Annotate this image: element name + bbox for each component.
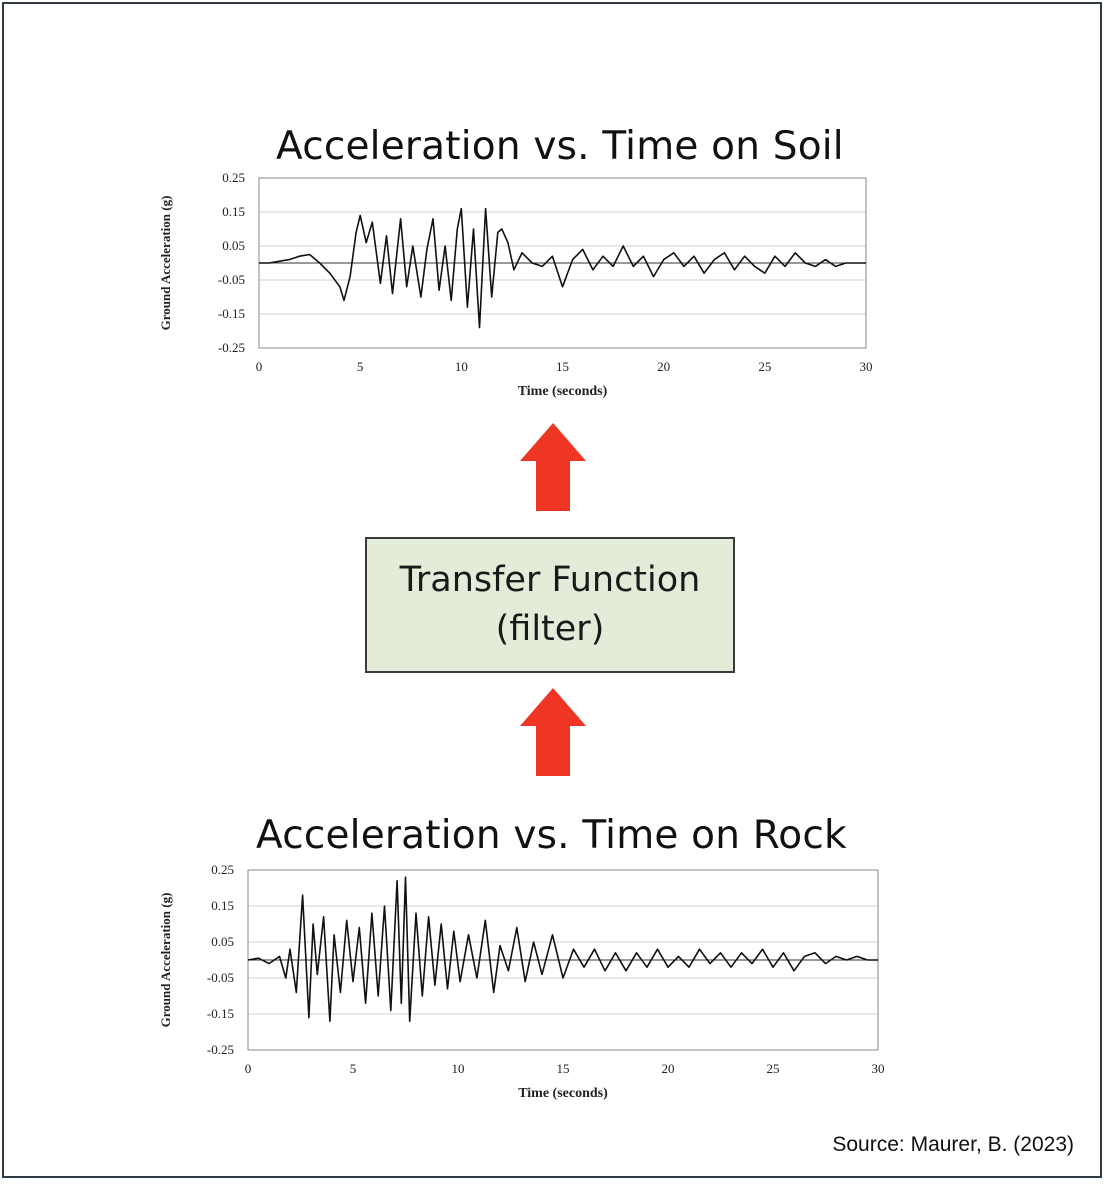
x-tick-label: 5 <box>357 359 364 374</box>
x-tick-label: 15 <box>557 1061 570 1076</box>
arrow-up-bottom-icon <box>520 688 586 776</box>
x-axis-label: Time (seconds) <box>518 384 608 399</box>
filter-label: (filter) <box>495 609 605 649</box>
x-tick-label: 15 <box>556 359 569 374</box>
y-tick-label: -0.25 <box>218 340 245 355</box>
x-tick-label: 30 <box>872 1061 885 1076</box>
x-tick-label: 25 <box>767 1061 780 1076</box>
series-line <box>259 207 866 329</box>
y-tick-label: 0.15 <box>222 204 245 219</box>
source-citation: Source: Maurer, B. (2023) <box>832 1133 1074 1156</box>
series-line <box>247 876 878 1022</box>
x-tick-label: 25 <box>758 359 771 374</box>
soil-chart-title: Acceleration vs. Time on Soil <box>276 124 844 169</box>
y-tick-label: 0.25 <box>211 862 234 877</box>
x-tick-label: 10 <box>452 1061 465 1076</box>
y-axis-label: Ground Acceleration (g) <box>158 196 173 331</box>
y-tick-label: 0.05 <box>211 934 234 949</box>
arrow-up-top-icon <box>520 423 586 511</box>
x-tick-label: 30 <box>860 359 873 374</box>
rock-acceleration-chart: 0.25 0.15 0.05 -0.05 -0.15 -0.25 0 5 10 15 20 25 30 T… <box>158 862 885 1101</box>
transfer-function-box: Transfer Function (filter) <box>365 537 735 673</box>
y-tick-label: 0.05 <box>222 238 245 253</box>
y-tick-label: -0.25 <box>207 1042 234 1057</box>
x-axis-label: Time (seconds) <box>518 1086 608 1101</box>
y-tick-label: -0.15 <box>207 1006 234 1021</box>
y-tick-label: -0.05 <box>218 272 245 287</box>
x-tick-label: 10 <box>455 359 468 374</box>
x-tick-label: 20 <box>657 359 670 374</box>
y-axis-label: Ground Acceleration (g) <box>158 893 173 1028</box>
y-tick-label: -0.15 <box>218 306 245 321</box>
x-tick-label: 5 <box>350 1061 357 1076</box>
y-tick-label: 0.15 <box>211 898 234 913</box>
x-tick-label: 0 <box>256 359 263 374</box>
y-tick-label: 0.25 <box>222 170 245 185</box>
transfer-function-label: Transfer Function <box>399 560 701 600</box>
x-tick-label: 0 <box>245 1061 252 1076</box>
soil-acceleration-chart: 0.25 0.15 0.05 -0.05 -0.15 -0.25 0 5 10 15 20 25 30 T… <box>158 170 873 399</box>
x-tick-label: 20 <box>662 1061 675 1076</box>
rock-chart-title: Acceleration vs. Time on Rock <box>256 813 847 858</box>
y-tick-label: -0.05 <box>207 970 234 985</box>
